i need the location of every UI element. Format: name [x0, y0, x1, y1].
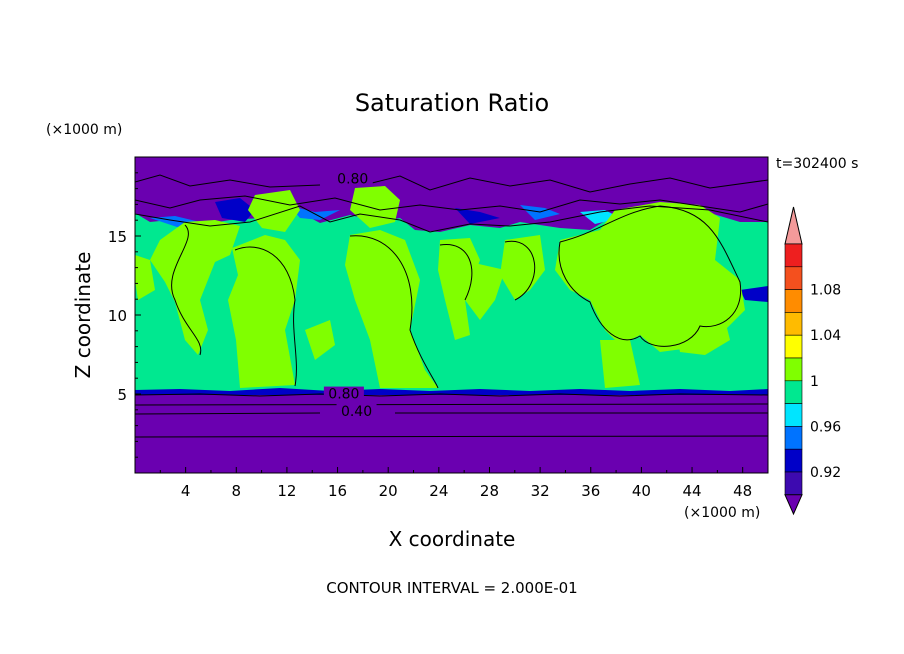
colorbar-segment — [784, 312, 803, 336]
upper-dry-layer — [135, 157, 768, 222]
colorbar-label: 1.08 — [810, 283, 841, 299]
contour-lines — [135, 174, 768, 438]
green-patch — [600, 340, 640, 388]
time-label: t=302400 s — [776, 156, 858, 172]
x-axis-label: X coordinate — [389, 527, 516, 551]
green-patch — [345, 230, 438, 388]
cloud-edge-blue — [740, 286, 768, 302]
cloud-base — [135, 388, 768, 395]
z-axis-units: (×1000 m) — [46, 122, 122, 138]
x-tick-label: 8 — [232, 482, 242, 500]
yellow-green-patches — [135, 186, 745, 388]
colorbar: 1.08 1.04 1 0.96 0.92 — [784, 206, 841, 516]
z-tick-label: 10 — [108, 307, 127, 325]
contour-line-020 — [135, 435, 768, 438]
colorbar-segment — [784, 357, 803, 382]
colorbar-label: 1.04 — [810, 328, 841, 344]
x-tick-label: 48 — [733, 482, 752, 500]
green-patch — [350, 186, 400, 228]
colorbar-label: 1 — [810, 374, 819, 390]
green-patch — [248, 190, 300, 232]
contour-label: 0.80 — [337, 172, 368, 188]
colorbar-label: 0.92 — [810, 465, 841, 481]
x-tick-label: 32 — [531, 482, 550, 500]
z-tick-label: 15 — [108, 228, 127, 246]
z-tick-label: 5 — [117, 386, 127, 404]
green-patch — [228, 235, 300, 388]
x-tick-label: 36 — [581, 482, 600, 500]
green-patch — [500, 235, 545, 300]
contour-line-upper-edge — [135, 195, 768, 213]
cloud-edge-blue — [290, 206, 340, 220]
colorbar-top-arrow — [784, 206, 803, 245]
cloud-edge-blue — [215, 198, 255, 222]
x-tick-label: 20 — [379, 482, 398, 500]
green-patch — [150, 220, 240, 355]
contour-label-gap — [323, 386, 364, 401]
contour-label: 0.40 — [341, 404, 372, 420]
colorbar-label: 0.96 — [810, 419, 841, 435]
colorbar-bottom-arrow — [784, 494, 803, 516]
colorbar-segment — [784, 334, 803, 359]
chart-title: Saturation Ratio — [355, 89, 549, 117]
contour-label: 0.80 — [328, 387, 359, 403]
green-patch — [305, 320, 335, 360]
colorbar-segment — [784, 403, 803, 427]
x-tick-label: 24 — [429, 482, 448, 500]
contour-line-inner — [171, 205, 742, 389]
contour-plot-area: 0.800.800.40 — [135, 157, 768, 473]
contour-line-040 — [135, 412, 768, 415]
x-axis: 4 8 12 16 20 24 28 32 36 40 44 48 — [159, 467, 752, 500]
colorbar-segment — [784, 243, 803, 268]
z-axis: 5 10 15 — [108, 172, 141, 458]
contour-line-cloud-top — [135, 205, 768, 233]
colorbar-segment — [784, 426, 803, 450]
colorbar-segment — [784, 266, 803, 290]
z-axis-label: Z coordinate — [71, 252, 95, 379]
x-tick-label: 16 — [328, 482, 347, 500]
colorbar-segment — [784, 289, 803, 313]
contour-line-080-upper — [135, 174, 768, 193]
contour-line-080-lower — [135, 393, 768, 397]
x-tick-label: 28 — [480, 482, 499, 500]
colorbar-segment — [784, 380, 803, 404]
contour-label-gap — [332, 171, 373, 186]
cloud-edge-blue — [455, 208, 500, 224]
x-tick-label: 44 — [682, 482, 701, 500]
x-axis-units: (×1000 m) — [684, 505, 760, 521]
x-tick-label: 12 — [277, 482, 296, 500]
x-tick-label: 40 — [632, 482, 651, 500]
contour-line-060 — [135, 403, 768, 406]
green-patch — [438, 238, 480, 340]
colorbar-segment — [784, 448, 803, 473]
contour-label-gap — [336, 403, 377, 418]
green-patch — [135, 255, 155, 300]
contour-interval-footer: CONTOUR INTERVAL = 2.000E-01 — [326, 579, 577, 597]
x-tick-label: 4 — [181, 482, 191, 500]
green-patch — [465, 262, 505, 320]
colorbar-segment — [784, 471, 803, 496]
